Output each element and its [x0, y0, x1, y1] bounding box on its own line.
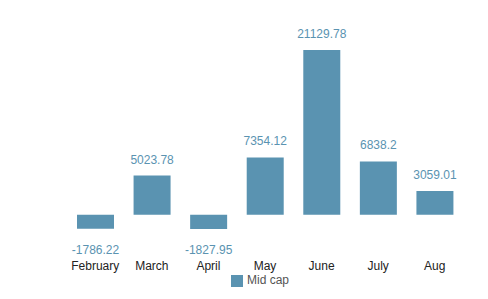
- svg-text:July: July: [367, 259, 388, 273]
- svg-text:Aug: Aug: [424, 259, 445, 273]
- svg-text:June: June: [309, 259, 335, 273]
- svg-text:21129.78: 21129.78: [297, 27, 346, 41]
- svg-text:March: March: [135, 259, 168, 273]
- svg-text:May: May: [254, 259, 277, 273]
- svg-text:-1786.22: -1786.22: [72, 243, 120, 257]
- svg-text:7354.12: 7354.12: [244, 134, 288, 148]
- svg-text:-1827.95: -1827.95: [185, 243, 233, 257]
- svg-text:6838.2: 6838.2: [360, 138, 397, 152]
- svg-text:5023.78: 5023.78: [130, 153, 174, 167]
- svg-text:February: February: [71, 259, 119, 273]
- svg-text:April: April: [196, 259, 220, 273]
- html-text:Mid cap: Mid cap: [247, 273, 289, 287]
- svg-text:3059.01: 3059.01: [413, 168, 457, 182]
